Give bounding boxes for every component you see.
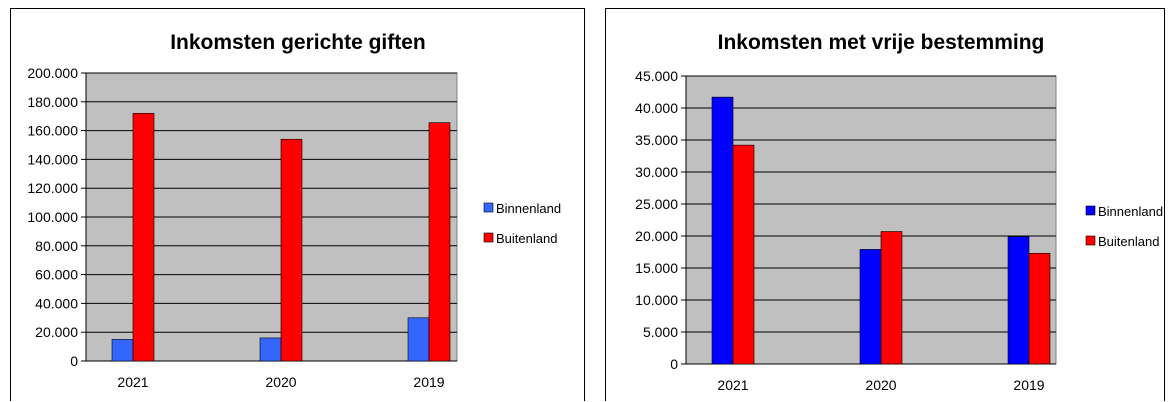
bar-binnenland-2020 — [259, 337, 282, 362]
chart-gerichte-giften: Inkomsten gerichte giften 0 20.000 40.000 6… — [27, 31, 561, 390]
y-tick-label: 40.000 — [35, 295, 78, 311]
y-tick-label: 160.000 — [27, 123, 78, 139]
y-tick-label: 60.000 — [35, 267, 78, 283]
x-tick-label: 2020 — [865, 377, 896, 393]
legend-label-buitenland: Buitenland — [1098, 234, 1159, 249]
chart-panel-gerichte-giften: Inkomsten gerichte giften 0 20.000 40.000 6… — [10, 8, 585, 401]
y-tick-label: 200.000 — [27, 65, 78, 81]
y-tick-label: 5.000 — [643, 324, 678, 340]
bar-binnenland-2020 — [859, 249, 882, 365]
y-tick-label: 40.000 — [635, 100, 678, 116]
legend-label-binnenland: Binnenland — [496, 201, 561, 216]
bar-buitenland-2021 — [732, 144, 755, 365]
bar-buitenland-2020 — [880, 231, 903, 365]
x-tick-label: 2019 — [1013, 377, 1044, 393]
legend-swatch-buitenland — [1085, 235, 1096, 246]
bar-binnenland-2021 — [711, 96, 734, 365]
y-tick-label: 25.000 — [635, 196, 678, 212]
y-tick-label: 80.000 — [35, 238, 78, 254]
y-tick-label: 10.000 — [635, 292, 678, 308]
y-tick-label: 0 — [70, 353, 78, 369]
legend-label-binnenland: Binnenland — [1098, 204, 1163, 219]
x-tick-label: 2019 — [413, 374, 444, 390]
y-tick-label: 45.000 — [635, 68, 678, 84]
chart-title: Inkomsten met vrije bestemming — [718, 31, 1045, 54]
chart-panel-vrije-bestemming: Inkomsten met vrije bestemming 0 5.000 10.… — [605, 8, 1165, 401]
y-tick-label: 120.000 — [27, 180, 78, 196]
bar-binnenland-2021 — [111, 339, 134, 362]
y-tick-label: 140.000 — [27, 151, 78, 167]
legend-label-buitenland: Buitenland — [496, 231, 557, 246]
bar-buitenland-2020 — [280, 138, 303, 362]
y-tick-label: 0 — [670, 356, 678, 372]
y-tick-label: 100.000 — [27, 209, 78, 225]
x-tick-label: 2021 — [717, 377, 748, 393]
y-tick-label: 20.000 — [635, 228, 678, 244]
chart-title: Inkomsten gerichte giften — [170, 31, 426, 54]
legend-swatch-binnenland — [1085, 205, 1096, 216]
y-tick-label: 20.000 — [35, 324, 78, 340]
chart-vrije-bestemming: Inkomsten met vrije bestemming 0 5.000 10.… — [635, 31, 1163, 393]
bar-buitenland-2019 — [1028, 252, 1051, 365]
y-tick-label: 30.000 — [635, 164, 678, 180]
legend-swatch-binnenland — [483, 202, 494, 213]
bar-buitenland-2021 — [132, 113, 155, 362]
x-tick-label: 2021 — [117, 374, 148, 390]
legend-swatch-buitenland — [483, 232, 494, 243]
bar-binnenland-2019 — [1007, 236, 1030, 365]
bar-buitenland-2019 — [428, 122, 451, 362]
y-tick-label: 180.000 — [27, 94, 78, 110]
y-tick-label: 35.000 — [635, 132, 678, 148]
y-tick-label: 15.000 — [635, 260, 678, 276]
x-tick-label: 2020 — [265, 374, 296, 390]
bar-binnenland-2019 — [407, 317, 430, 362]
